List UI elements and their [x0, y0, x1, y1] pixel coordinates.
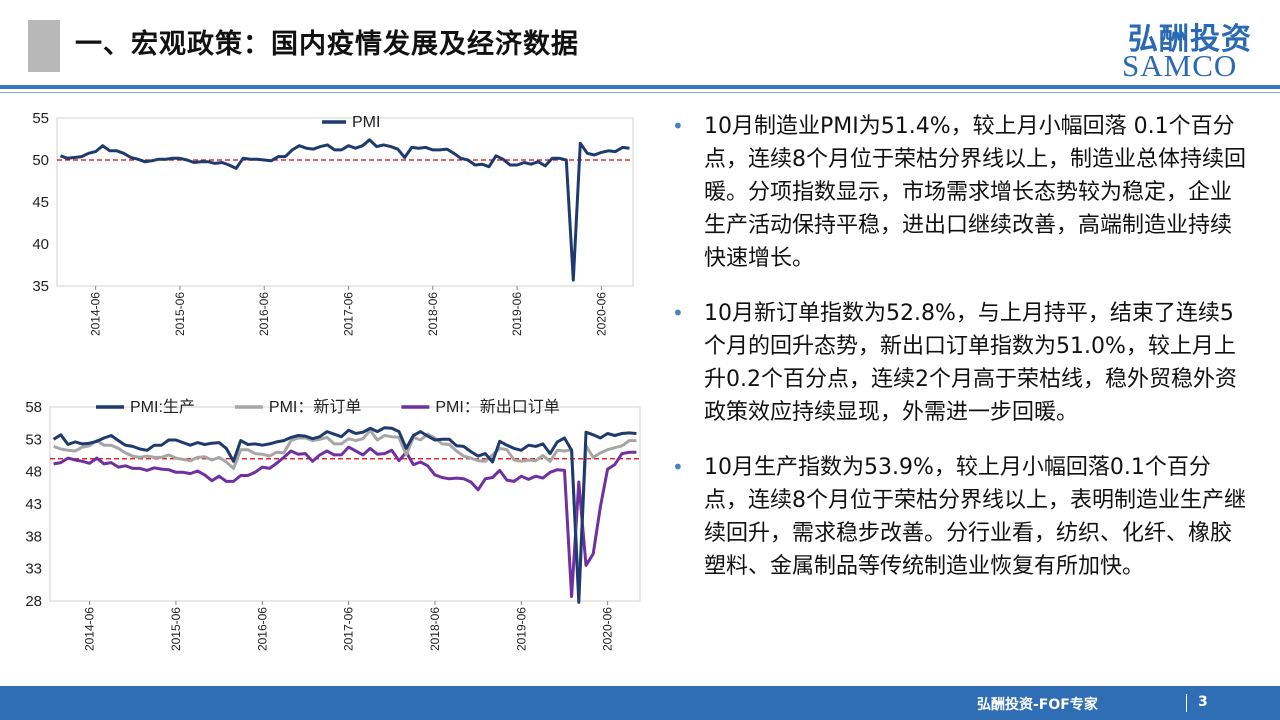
legend-label: PMI — [352, 114, 380, 131]
page-number: 3 — [1198, 694, 1208, 710]
commentary-item-production: • 10月生产指数为53.9%，较上月小幅回落0.1个百分点，连续8个月位于荣枯… — [672, 451, 1247, 583]
y-tick-label: 38 — [25, 528, 42, 545]
page-title: 一、宏观政策：国内疫情发展及经济数据 — [75, 29, 579, 60]
y-tick-label: 45 — [32, 194, 49, 211]
footer-label: 弘酬投资-FOF专家 — [977, 697, 1098, 713]
y-tick-label: 58 — [25, 399, 42, 416]
commentary-text: 10月新订单指数为52.8%，与上月持平，结束了连续5个月的回升态势，新出口订单… — [704, 301, 1237, 425]
pmi-components-chart: 28 33 38 43 48 53 58 2014-06 2015-06 2016-06 2017-… — [25, 398, 641, 651]
series-line — [53, 445, 637, 598]
brand-logo-en: SAMCO — [1122, 48, 1238, 83]
x-tick-label: 2015-06 — [173, 292, 187, 336]
footer-bar: 弘酬投资-FOF专家 3 — [0, 686, 1280, 720]
y-tick-label: 35 — [32, 278, 49, 295]
header-divider-thin — [0, 92, 1280, 93]
series-line — [59, 138, 630, 282]
title-accent-bar — [28, 20, 60, 72]
series-line — [52, 426, 637, 604]
y-tick-label: 53 — [25, 431, 42, 448]
x-tick-label: 2014-06 — [83, 607, 97, 651]
footer-separator — [1186, 694, 1187, 712]
y-tick-label: 50 — [32, 152, 49, 169]
y-tick-label: 55 — [32, 110, 49, 127]
x-tick-label: 2020-06 — [601, 607, 615, 651]
x-tick-label: 2015-06 — [169, 607, 183, 651]
x-tick-label: 2018-06 — [426, 292, 440, 336]
legend-label: PMI：新订单 — [269, 398, 361, 416]
commentary-item-new-orders: • 10月新订单指数为52.8%，与上月持平，结束了连续5个月的回升态势，新出口… — [672, 297, 1247, 429]
x-tick-label: 2014-06 — [89, 292, 103, 336]
x-tick-label: 2016-06 — [257, 292, 271, 336]
bullet-dot-icon: • — [672, 114, 684, 138]
y-tick-label: 40 — [32, 236, 49, 253]
x-tick-label: 2017-06 — [342, 607, 356, 651]
commentary-list: • 10月制造业PMI为51.4%，较上月小幅回落 0.1个百分点，连续8个月位… — [672, 110, 1247, 605]
y-tick-label: 48 — [25, 464, 42, 481]
plot-area — [49, 406, 641, 602]
commentary-text: 10月制造业PMI为51.4%，较上月小幅回落 0.1个百分点，连续8个月位于荣… — [704, 114, 1246, 271]
legend-label: PMI:生产 — [130, 398, 195, 416]
header-divider — [0, 85, 1280, 89]
brand-logo-cn: 弘酬投资 — [1128, 22, 1252, 57]
bullet-dot-icon: • — [672, 301, 684, 325]
x-tick-label: 2019-06 — [514, 607, 528, 651]
x-tick-label: 2017-06 — [342, 292, 356, 336]
series-line — [53, 428, 637, 595]
y-tick-label: 28 — [25, 593, 42, 610]
x-tick-label: 2019-06 — [510, 292, 524, 336]
x-tick-label: 2018-06 — [428, 607, 442, 651]
legend-label: PMI：新出口订单 — [435, 398, 559, 416]
x-tick-label: 2016-06 — [255, 607, 269, 651]
commentary-item-pmi: • 10月制造业PMI为51.4%，较上月小幅回落 0.1个百分点，连续8个月位… — [672, 110, 1247, 275]
pmi-chart: 35 40 45 50 55 2014-06 2015-06 2016-06 2017-06 20… — [32, 110, 634, 336]
commentary-text: 10月生产指数为53.9%，较上月小幅回落0.1个百分点，连续8个月位于荣枯分界… — [704, 455, 1246, 579]
plot-area — [56, 117, 634, 287]
bullet-dot-icon: • — [672, 455, 684, 479]
x-tick-label: 2020-06 — [594, 292, 608, 336]
y-tick-label: 33 — [25, 561, 42, 578]
y-tick-label: 43 — [25, 496, 42, 513]
